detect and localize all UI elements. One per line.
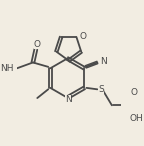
- Text: O: O: [131, 88, 138, 97]
- Text: N: N: [100, 57, 107, 66]
- Text: O: O: [34, 40, 41, 49]
- Text: NH: NH: [0, 64, 13, 73]
- Text: N: N: [65, 95, 71, 104]
- Text: OH: OH: [130, 114, 143, 123]
- Text: O: O: [79, 32, 87, 41]
- Text: S: S: [98, 85, 104, 94]
